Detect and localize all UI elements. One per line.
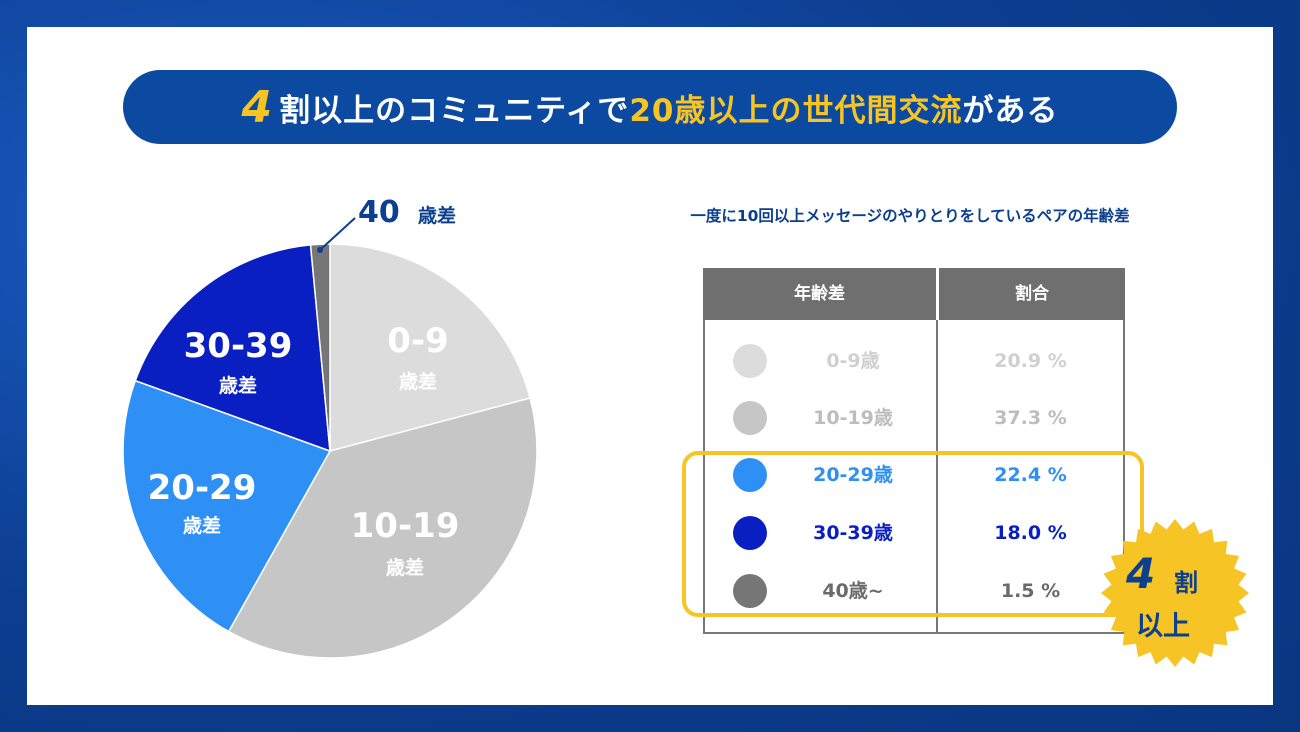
- slice-unit-10-19: 歳差: [386, 556, 424, 579]
- header-age-gap: 年齢差: [794, 284, 845, 304]
- row-value: 22.4 %: [994, 464, 1067, 486]
- headline-number: 4: [241, 81, 274, 133]
- slice-unit-0-9: 歳差: [399, 370, 437, 393]
- callout-dot-40: [317, 247, 323, 253]
- pie-slice-30-39: [134, 244, 331, 453]
- headline-banner: 4 割以上のコミュニティで 20歳以上の世代間交流 がある: [123, 70, 1177, 144]
- chart-subtitle: 一度に10回以上メッセージのやりとりをしているペアの年齢差: [690, 207, 1130, 225]
- badge-suffix: 以上: [1136, 611, 1190, 642]
- headline-highlight: 20歳以上の世代間交流: [629, 92, 963, 129]
- slice-unit-20-29: 歳差: [183, 514, 221, 537]
- row-label: 20-29歳: [813, 464, 893, 486]
- table-row: 30-39歳 18.0 %: [705, 505, 1123, 562]
- legend-dot-0-9: [733, 344, 767, 378]
- row-value: 37.3 %: [994, 407, 1067, 429]
- slice-label-0-9: 0-9: [387, 321, 448, 361]
- slice-label-10-19: 10-19: [351, 506, 460, 546]
- table-row: 20-29歳 22.4 %: [705, 447, 1123, 504]
- table-row: 40歳~ 1.5 %: [705, 563, 1123, 620]
- headline-part1: 割以上のコミュニティで: [279, 92, 630, 129]
- slice-label-20-29: 20-29: [148, 468, 257, 508]
- row-label: 40歳~: [822, 580, 884, 602]
- pie-slice-0-9: [329, 243, 532, 452]
- table-row: 10-19歳 37.3 %: [705, 390, 1123, 447]
- callout-unit-40: 歳差: [418, 204, 456, 227]
- row-label: 30-39歳: [813, 522, 893, 544]
- row-label: 0-9歳: [826, 350, 880, 372]
- legend-dot-40: [733, 574, 767, 608]
- legend-dot-30-39: [733, 516, 767, 550]
- callout-line-40: [319, 217, 356, 251]
- row-value: 20.9 %: [994, 350, 1067, 372]
- row-value: 18.0 %: [994, 522, 1067, 544]
- slice-label-30-39: 30-39: [184, 326, 293, 366]
- badge-number: 4: [1126, 549, 1156, 598]
- badge-unit: 割: [1174, 569, 1198, 597]
- callout-label-40: 40: [358, 195, 400, 230]
- header-divider: [936, 268, 939, 320]
- pie-slice-20-29: [122, 379, 332, 633]
- badge-starburst: [1101, 519, 1249, 667]
- pie-slice-10-19: [227, 397, 538, 659]
- slice-unit-30-39: 歳差: [219, 374, 257, 397]
- pie-slice-40: [309, 243, 331, 452]
- row-value: 1.5 %: [1000, 580, 1061, 602]
- headline-part2: がある: [962, 92, 1059, 129]
- table-header: 年齢差 割合: [703, 268, 1125, 320]
- table-row: 0-9歳 20.9 %: [705, 333, 1123, 390]
- header-ratio: 割合: [1015, 284, 1049, 304]
- legend-dot-20-29: [733, 458, 767, 492]
- legend-dot-10-19: [733, 401, 767, 435]
- row-label: 10-19歳: [813, 407, 893, 429]
